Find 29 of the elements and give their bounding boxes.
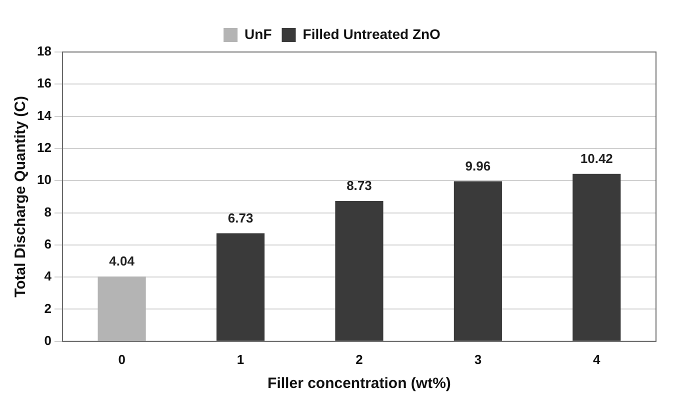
y-tick-label: 12 xyxy=(36,140,52,156)
bar xyxy=(572,174,621,341)
y-axis-title: Total Discharge Quantity (C) xyxy=(12,96,30,298)
data-label: 8.73 xyxy=(346,178,372,194)
y-tick-label: 8 xyxy=(44,204,52,220)
x-tick-label: 2 xyxy=(356,352,363,367)
legend-label: Filled Untreated ZnO xyxy=(302,26,441,42)
bar xyxy=(98,276,146,341)
x-axis-title: Filler concentration (wt%) xyxy=(268,375,451,392)
y-tick-label: 18 xyxy=(36,44,52,59)
x-tick-label: 3 xyxy=(474,352,482,367)
x-tick-label: 1 xyxy=(236,352,244,367)
bar xyxy=(335,201,384,341)
y-tick-label: 2 xyxy=(44,300,52,316)
y-tick-label: 14 xyxy=(36,108,52,123)
legend-label: UnF xyxy=(244,26,272,42)
y-tick-label: 4 xyxy=(44,268,52,284)
y-tick-label: 6 xyxy=(44,236,52,252)
x-tick-label: 0 xyxy=(118,352,126,367)
data-label: 4.04 xyxy=(109,254,136,269)
bar xyxy=(454,181,502,341)
y-tick-label: 10 xyxy=(36,172,52,188)
y-tick-label: 16 xyxy=(36,76,52,91)
y-tick-label: 0 xyxy=(44,332,52,348)
data-label: 9.96 xyxy=(465,158,491,174)
bar xyxy=(216,233,265,341)
data-label: 10.42 xyxy=(580,150,613,166)
data-label: 6.73 xyxy=(228,210,254,226)
x-tick-label: 4 xyxy=(593,352,602,367)
